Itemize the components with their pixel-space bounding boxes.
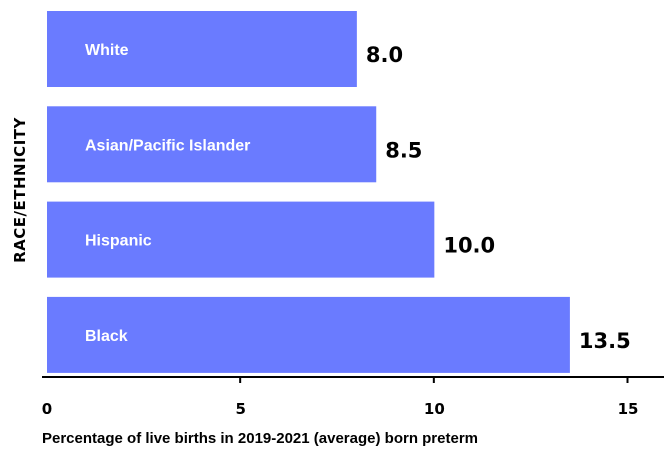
bar-value-label: 8.5 xyxy=(385,138,422,162)
x-tick-label: 0 xyxy=(42,400,52,418)
bar-category-label: White xyxy=(85,42,129,59)
x-tick-label: 15 xyxy=(618,400,639,418)
x-axis-title: Percentage of live births in 2019-2021 (… xyxy=(42,430,478,447)
bar-category-label: Hispanic xyxy=(85,233,152,250)
bars-group: White 8.0 Asian/Pacific Islander 8.5 Hispani… xyxy=(47,11,631,373)
bar-category-label: Black xyxy=(85,328,128,345)
x-tick-label: 5 xyxy=(235,400,245,418)
bar-value-label: 10.0 xyxy=(443,234,495,258)
y-axis-title: RACE/ETHNICITY xyxy=(11,116,29,262)
bar-value-label: 13.5 xyxy=(579,329,631,353)
x-tick-label: 10 xyxy=(424,400,445,418)
bar-value-label: 8.0 xyxy=(366,43,403,67)
x-ticks-group: 0 5 10 15 xyxy=(42,377,639,418)
bar-category-label: Asian/Pacific Islander xyxy=(85,137,250,154)
